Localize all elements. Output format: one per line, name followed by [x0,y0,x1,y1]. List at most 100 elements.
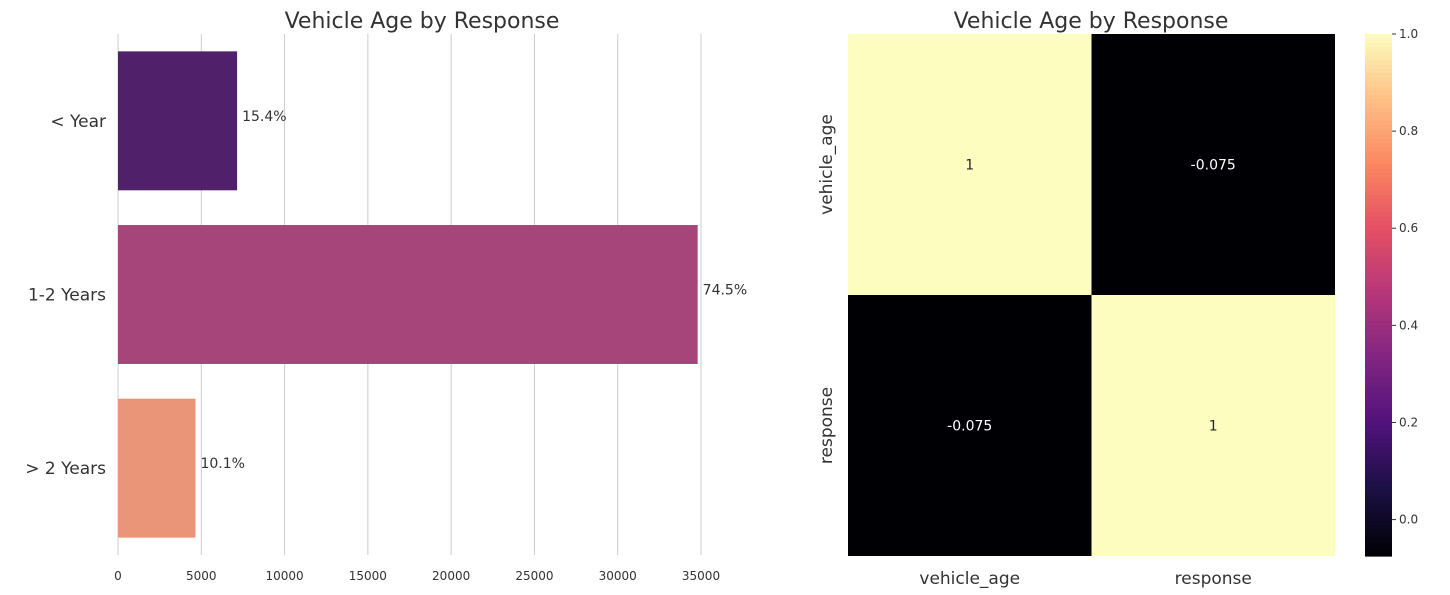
colorbar-segment [1365,73,1392,79]
colorbar-segment [1365,286,1392,292]
colorbar-segment [1365,321,1392,327]
colorbar-segment [1365,190,1392,196]
colorbar-segment [1365,377,1392,383]
colorbar-segment [1365,81,1392,87]
colorbar-segment [1365,160,1392,166]
colorbar-segment [1365,395,1392,400]
bar-data-label: 74.5% [703,283,747,299]
bar-series [118,51,698,538]
colorbar-segment [1365,34,1392,39]
heatmap-cell [848,295,1092,556]
bar [118,398,196,538]
bar-category-label: 1-2 Years [28,286,106,306]
colorbar-segment [1365,99,1392,105]
bar-chart-title: Vehicle Age by Response [285,9,560,34]
colorbar-segment [1365,134,1392,139]
colorbar-segment [1365,482,1392,487]
bar-data-labels: 15.4% 74.5% 10.1% [200,109,747,472]
colorbar-segment [1365,216,1392,222]
colorbar-tick-label: 1.0 [1399,27,1418,41]
colorbar-segment [1365,103,1392,109]
colorbar-segment [1365,460,1392,466]
colorbar-segment [1365,421,1392,427]
colorbar-segment [1365,64,1392,70]
bar-x-tick-label: 20000 [432,569,470,583]
colorbar-segment [1365,425,1392,431]
colorbar-segment [1365,55,1392,61]
colorbar-segment [1365,295,1392,300]
colorbar-segment [1365,129,1392,135]
bar-x-tick-label: 25000 [515,569,553,583]
heatmap-cell-annotation: 1 [965,158,974,174]
colorbar-segment [1365,451,1392,457]
colorbar-segment [1365,495,1392,501]
bar-x-tick-labels: 0 5000 10000 15000 20000 25000 30000 35000 [114,569,720,583]
heatmap-x-label: vehicle_age [919,569,1020,589]
heatmap-y-label: response [817,387,837,464]
colorbar-segment [1365,408,1392,414]
bar-chart: Vehicle Age by Response < Year 1-2 Years >… [25,9,747,583]
colorbar-segment [1365,316,1392,322]
colorbar-segment [1365,186,1392,192]
colorbar-segment [1365,534,1392,540]
heatmap-y-label: vehicle_age [817,114,837,215]
bar-x-tick-label: 5000 [186,569,217,583]
colorbar-segment [1365,473,1392,479]
colorbar-segment [1365,251,1392,257]
colorbar-segment [1365,212,1392,218]
bar-category-labels: < Year 1-2 Years > 2 Years [25,112,106,479]
colorbar-segment [1365,125,1392,131]
bar-x-tick-label: 35000 [682,569,720,583]
heatmap-axis-labels: vehicle_age response vehicle_age response [817,114,1252,589]
colorbar-segment [1365,512,1392,518]
colorbar-segment [1365,486,1392,492]
colorbar-segment [1365,364,1392,370]
colorbar-segment [1365,455,1392,461]
colorbar-segment [1365,464,1392,470]
colorbar-segment [1365,47,1392,52]
colorbar-segment [1365,499,1392,505]
colorbar-segment [1365,229,1392,235]
colorbar-segment [1365,60,1392,66]
colorbar-segment [1365,338,1392,344]
heatmap-cells: 1 -0.075 -0.075 1 [848,34,1335,556]
colorbar-segment [1365,382,1392,387]
colorbar-segment [1365,429,1392,435]
heatmap-x-label: response [1175,569,1252,589]
colorbar-segment [1365,438,1392,444]
colorbar-segment [1365,277,1392,283]
colorbar-segment [1365,469,1392,474]
colorbar-segment [1365,260,1392,266]
colorbar-segment [1365,155,1392,161]
heatmap-cell [1091,34,1335,295]
colorbar-segment [1365,121,1392,126]
colorbar-segment [1365,68,1392,74]
heatmap-cell-annotation: -0.075 [1191,158,1236,174]
colorbar-segment [1365,290,1392,296]
colorbar-segment [1365,399,1392,405]
heatmap-cell-annotation: 1 [1209,419,1218,435]
colorbar-segment [1365,177,1392,183]
colorbar-segment [1365,168,1392,174]
colorbar-segment [1365,347,1392,353]
bar-x-tick-label: 0 [114,569,122,583]
colorbar-segment [1365,273,1392,279]
colorbar-segment [1365,234,1392,240]
colorbar-segment [1365,138,1392,144]
colorbar-segment [1365,312,1392,318]
heatmap-colorbar: 0.0 0.2 0.4 0.6 0.8 1.0 [1365,27,1418,557]
colorbar-segment [1365,547,1392,553]
bar [118,51,238,191]
colorbar-segment [1365,355,1392,361]
colorbar-tick-label: 0.4 [1399,318,1418,332]
colorbar-segment [1365,203,1392,209]
colorbar-segment [1365,51,1392,57]
colorbar-segment [1365,360,1392,366]
colorbar-segment [1365,173,1392,179]
colorbar-segment [1365,38,1392,44]
colorbar-segment [1365,329,1392,335]
colorbar-segment [1365,42,1392,48]
bar [118,225,698,364]
heatmap-cell [848,34,1092,295]
colorbar-segment [1365,255,1392,261]
